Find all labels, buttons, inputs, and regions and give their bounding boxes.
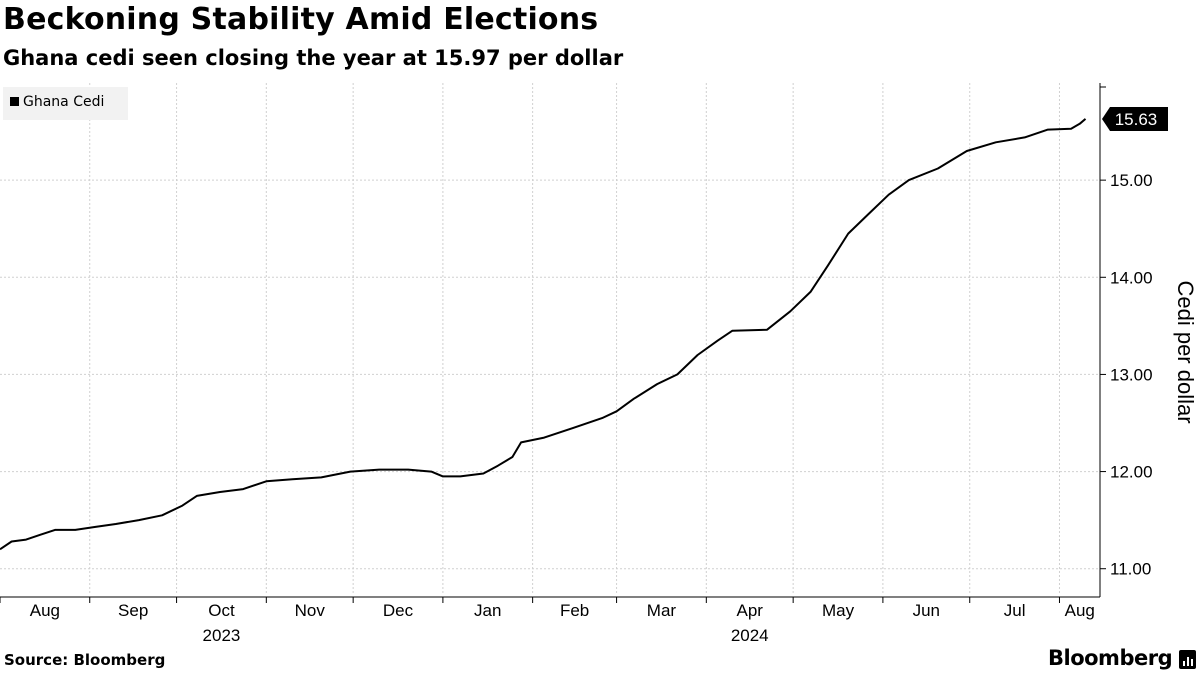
y-tick-label: 15.00	[1110, 171, 1153, 190]
y-tick-label: 14.00	[1110, 268, 1153, 287]
x-tick-label: May	[822, 601, 855, 620]
y-axis-title: Cedi per dollar	[1173, 280, 1198, 423]
legend-swatch	[10, 97, 19, 106]
bloomberg-chart-icon	[1179, 650, 1196, 669]
x-year-label: 2023	[203, 626, 241, 645]
legend: Ghana Cedi	[3, 87, 128, 120]
bloomberg-logo: Bloomberg	[1048, 646, 1173, 670]
x-tick-label: Aug	[30, 601, 60, 620]
x-year-label: 2024	[731, 626, 769, 645]
legend-box	[3, 87, 128, 120]
y-tick-label: 11.00	[1110, 560, 1151, 579]
legend-label: Ghana Cedi	[23, 94, 104, 110]
x-tick-label: Nov	[295, 601, 326, 620]
axes	[0, 83, 1106, 603]
chart-subtitle: Ghana cedi seen closing the year at 15.9…	[3, 46, 624, 70]
x-tick-label: Dec	[383, 601, 414, 620]
x-tick-label: Apr	[737, 601, 764, 620]
x-tick-label: Jun	[913, 601, 940, 620]
source-note: Source: Bloomberg	[4, 651, 166, 669]
x-tick-label: Jan	[474, 601, 501, 620]
series-line-ghana-cedi	[0, 118, 1087, 551]
x-tick-label: Aug	[1065, 601, 1095, 620]
last-value-badge	[1102, 106, 1168, 131]
x-tick-label: Feb	[560, 601, 589, 620]
chart-title: Beckoning Stability Amid Elections	[3, 2, 599, 37]
series-layer	[0, 118, 1087, 551]
axis-labels: Aug Sep Oct Nov Dec Jan Feb Mar Apr May Jun Jul Aug 2…	[30, 106, 1198, 645]
last-value-label: 15.63	[1115, 110, 1158, 129]
x-tick-label: Oct	[208, 601, 235, 620]
grid	[0, 83, 1100, 593]
x-tick-label: Jul	[1004, 601, 1026, 620]
y-tick-label: 13.00	[1110, 365, 1153, 384]
x-tick-label: Mar	[647, 601, 677, 620]
y-tick-label: 12.00	[1110, 463, 1153, 482]
x-tick-label: Sep	[118, 601, 148, 620]
